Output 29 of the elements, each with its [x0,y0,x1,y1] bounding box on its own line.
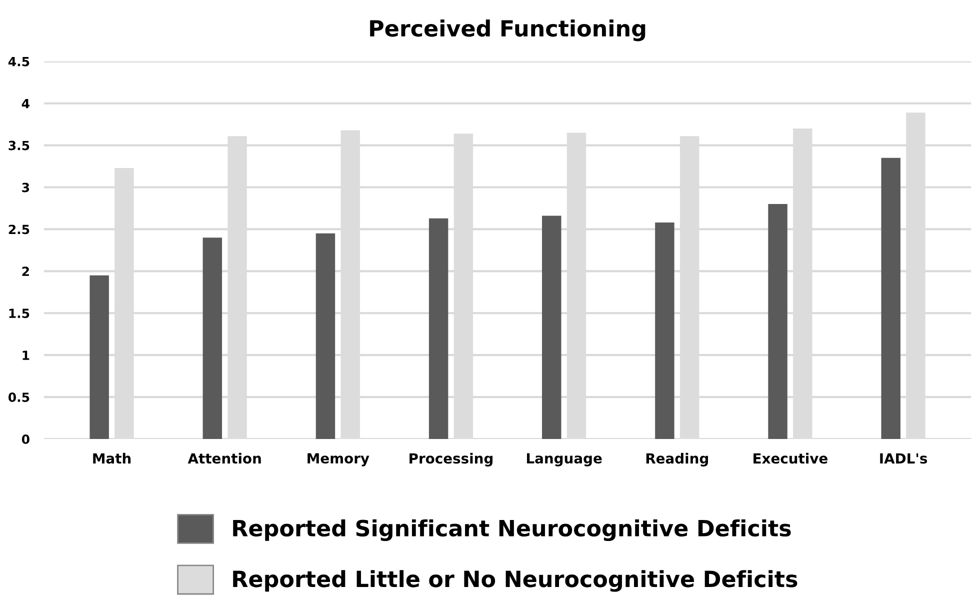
x-tick-label: Attention [188,452,261,464]
y-tick-label: 0.5 [8,392,30,402]
legend-label: Reported Significant Neurocognitive Deficits [233,519,791,542]
legend-label: Reported Little or No Neurocognitive Deficits [233,570,798,592]
bar [202,238,222,440]
x-tick-label: Reading [646,452,708,466]
x-tick-label: Language [526,453,602,466]
y-tick-label: 0 [22,434,30,444]
y-tick-label: 4.5 [8,57,30,66]
bar [768,204,788,440]
bar [428,218,448,440]
x-tick-label: Math [93,452,131,464]
y-tick-label: 1.5 [9,308,30,318]
bar [90,275,109,440]
bar [655,222,674,440]
chart-title: Perceived Functioning [370,20,646,42]
x-tick-label: Executive [754,452,828,464]
y-tick-label: 4 [22,98,30,108]
y-tick-label: 2 [22,266,29,276]
x-tick-label: Processing [410,452,492,466]
x-tick-label: IADL's [880,453,928,464]
bar [542,216,562,440]
x-tick-label: Memory [308,453,370,466]
y-tick-label: 3.5 [8,140,30,150]
bar [881,158,900,440]
y-tick-label: 1 [22,350,30,360]
y-tick-label: 3 [22,182,30,192]
y-tick-label: 2.5 [8,224,30,234]
bar [316,233,336,440]
